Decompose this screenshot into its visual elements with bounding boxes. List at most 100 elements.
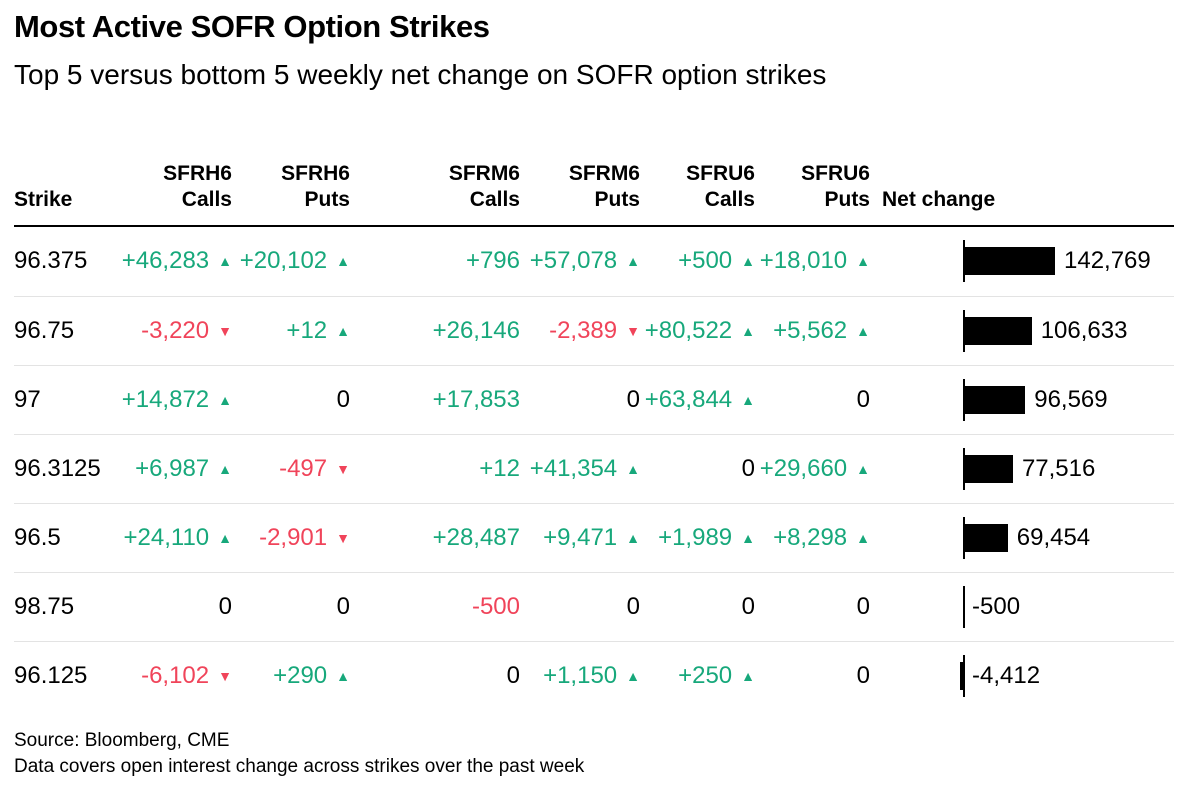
trend-arrow-icon: ▼ xyxy=(336,460,350,477)
change-cell: 0 xyxy=(350,662,520,690)
change-value: +6,987 xyxy=(135,454,210,482)
net-change-cell: -4,412 xyxy=(870,642,1174,710)
net-change-value: -4,412 xyxy=(972,661,1041,689)
change-cell: 0 xyxy=(520,593,640,621)
change-value: 0 xyxy=(336,385,350,413)
column-header-sfrh6-puts: SFRH6 Puts xyxy=(281,161,350,211)
change-value: +28,487 xyxy=(432,523,520,551)
change-value: 0 xyxy=(626,592,640,620)
column-header-sfrm6-puts: SFRM6 Puts xyxy=(568,161,640,211)
column-header-sfru6-puts: SFRU6 Puts xyxy=(801,161,870,211)
net-change-cell: 142,769 xyxy=(870,227,1174,296)
footer: Source: Bloomberg, CME Data covers open … xyxy=(14,728,1174,780)
change-cell: +290 ▲ xyxy=(232,662,350,690)
change-cell: +18,010 ▲ xyxy=(755,247,870,275)
change-cell: -3,220 ▼ xyxy=(124,317,232,345)
trend-arrow-icon: ▲ xyxy=(218,391,232,408)
strikes-table: Strike SFRH6 Calls SFRH6 Puts SFRM6 Call… xyxy=(14,128,1174,710)
net-change-bar xyxy=(963,247,1055,276)
change-value: +1,989 xyxy=(658,523,733,551)
net-change-bar xyxy=(963,385,1026,414)
change-cell: 0 xyxy=(755,662,870,690)
trend-arrow-icon: ▲ xyxy=(626,253,640,270)
change-cell: +12 xyxy=(350,455,520,483)
trend-arrow-icon: ▲ xyxy=(741,322,755,339)
net-change-value: 77,516 xyxy=(1021,454,1096,482)
change-value: -2,389 xyxy=(549,316,618,344)
change-cell: +12 ▲ xyxy=(232,317,350,345)
chart-subtitle: Top 5 versus bottom 5 weekly net change … xyxy=(14,59,827,91)
trend-arrow-icon: ▲ xyxy=(741,667,755,684)
change-cell: +80,522 ▲ xyxy=(640,317,755,345)
change-value: +63,844 xyxy=(644,385,733,413)
change-cell: +9,471 ▲ xyxy=(520,524,640,552)
change-value: +24,110 xyxy=(123,523,210,551)
column-header-sfru6-calls: SFRU6 Calls xyxy=(686,161,755,211)
net-change-cell: -500 xyxy=(870,573,1174,641)
change-cell: 0 xyxy=(232,593,350,621)
trend-arrow-icon: ▲ xyxy=(741,529,755,546)
change-value: 0 xyxy=(336,592,350,620)
net-change-cell: 77,516 xyxy=(870,435,1174,503)
table-row: 96.3125 +6,987 ▲ -497 ▼ +12 +41,354 ▲ 0 … xyxy=(14,433,1174,503)
trend-arrow-icon: ▲ xyxy=(856,460,870,477)
change-cell: -6,102 ▼ xyxy=(124,662,232,690)
net-change-value: 69,454 xyxy=(1016,523,1091,551)
source-note: Source: Bloomberg, CME xyxy=(14,729,230,751)
change-value: +8,298 xyxy=(773,523,848,551)
change-cell: +24,110 ▲ xyxy=(123,523,233,552)
change-value: 0 xyxy=(218,592,232,620)
net-change-value: -500 xyxy=(972,592,1021,620)
change-cell: +1,989 ▲ xyxy=(640,524,755,552)
trend-arrow-icon: ▼ xyxy=(218,667,232,684)
change-value: +12 xyxy=(479,454,520,482)
change-cell: 0 xyxy=(755,386,870,414)
change-value: +9,471 xyxy=(543,523,618,551)
column-header-strike: Strike xyxy=(14,187,73,211)
change-value: -3,220 xyxy=(141,316,210,344)
change-cell: +8,298 ▲ xyxy=(755,524,870,552)
change-value: 0 xyxy=(626,385,640,413)
strike-cell: 98.75 xyxy=(14,592,75,620)
net-change-value: 106,633 xyxy=(1040,316,1128,344)
change-value: +5,562 xyxy=(773,316,848,344)
change-value: 0 xyxy=(856,592,870,620)
net-change-bar xyxy=(963,523,1008,552)
trend-arrow-icon: ▼ xyxy=(218,322,232,339)
change-cell: +28,487 xyxy=(350,524,520,552)
change-value: +57,078 xyxy=(529,247,618,275)
trend-arrow-icon: ▲ xyxy=(336,253,350,270)
change-cell: +29,660 ▲ xyxy=(755,455,870,483)
change-cell: +26,146 xyxy=(350,317,520,345)
change-value: +500 xyxy=(678,247,733,275)
table-body: 96.375 +46,283 ▲ +20,102 ▲ +796 +57,078 … xyxy=(14,227,1174,710)
change-value: +14,872 xyxy=(121,385,210,413)
change-cell: 0 xyxy=(755,593,870,621)
trend-arrow-icon: ▲ xyxy=(741,391,755,408)
change-value: +12 xyxy=(286,316,328,344)
net-change-cell: 106,633 xyxy=(870,297,1174,365)
strike-cell: 96.5 xyxy=(14,523,61,551)
strike-cell: 97 xyxy=(14,385,41,413)
trend-arrow-icon: ▲ xyxy=(856,322,870,339)
change-cell: +57,078 ▲ xyxy=(520,247,640,275)
column-header-sfrm6-calls: SFRM6 Calls xyxy=(448,161,520,211)
table-row: 97 +14,872 ▲ 0 +17,853 0 +63,844 ▲ 0 96 xyxy=(14,364,1174,434)
trend-arrow-icon: ▲ xyxy=(218,253,232,270)
change-value: 0 xyxy=(856,385,870,413)
change-cell: -500 xyxy=(350,593,520,621)
table-row: 96.5 +24,110 ▲ -2,901 ▼ +28,487 +9,471 ▲… xyxy=(14,502,1174,572)
chart-title: Most Active SOFR Option Strikes xyxy=(14,9,490,44)
change-cell: +14,872 ▲ xyxy=(121,385,232,414)
change-value: +17,853 xyxy=(432,385,520,413)
table-header-row: Strike SFRH6 Calls SFRH6 Puts SFRM6 Call… xyxy=(14,128,1174,227)
change-cell: +46,283 ▲ xyxy=(122,247,232,275)
table-row: 98.75 0 0 -500 0 0 0 -500 xyxy=(14,571,1174,641)
change-cell: +20,102 ▲ xyxy=(232,247,350,275)
table-row: 96.75 -3,220 ▼ +12 ▲ +26,146 -2,389 ▼ +8… xyxy=(14,295,1174,365)
trend-arrow-icon: ▲ xyxy=(218,460,232,477)
change-value: 0 xyxy=(741,592,755,620)
change-cell: +17,853 xyxy=(350,386,520,414)
change-value: -500 xyxy=(471,592,520,620)
change-value: 0 xyxy=(741,454,755,482)
